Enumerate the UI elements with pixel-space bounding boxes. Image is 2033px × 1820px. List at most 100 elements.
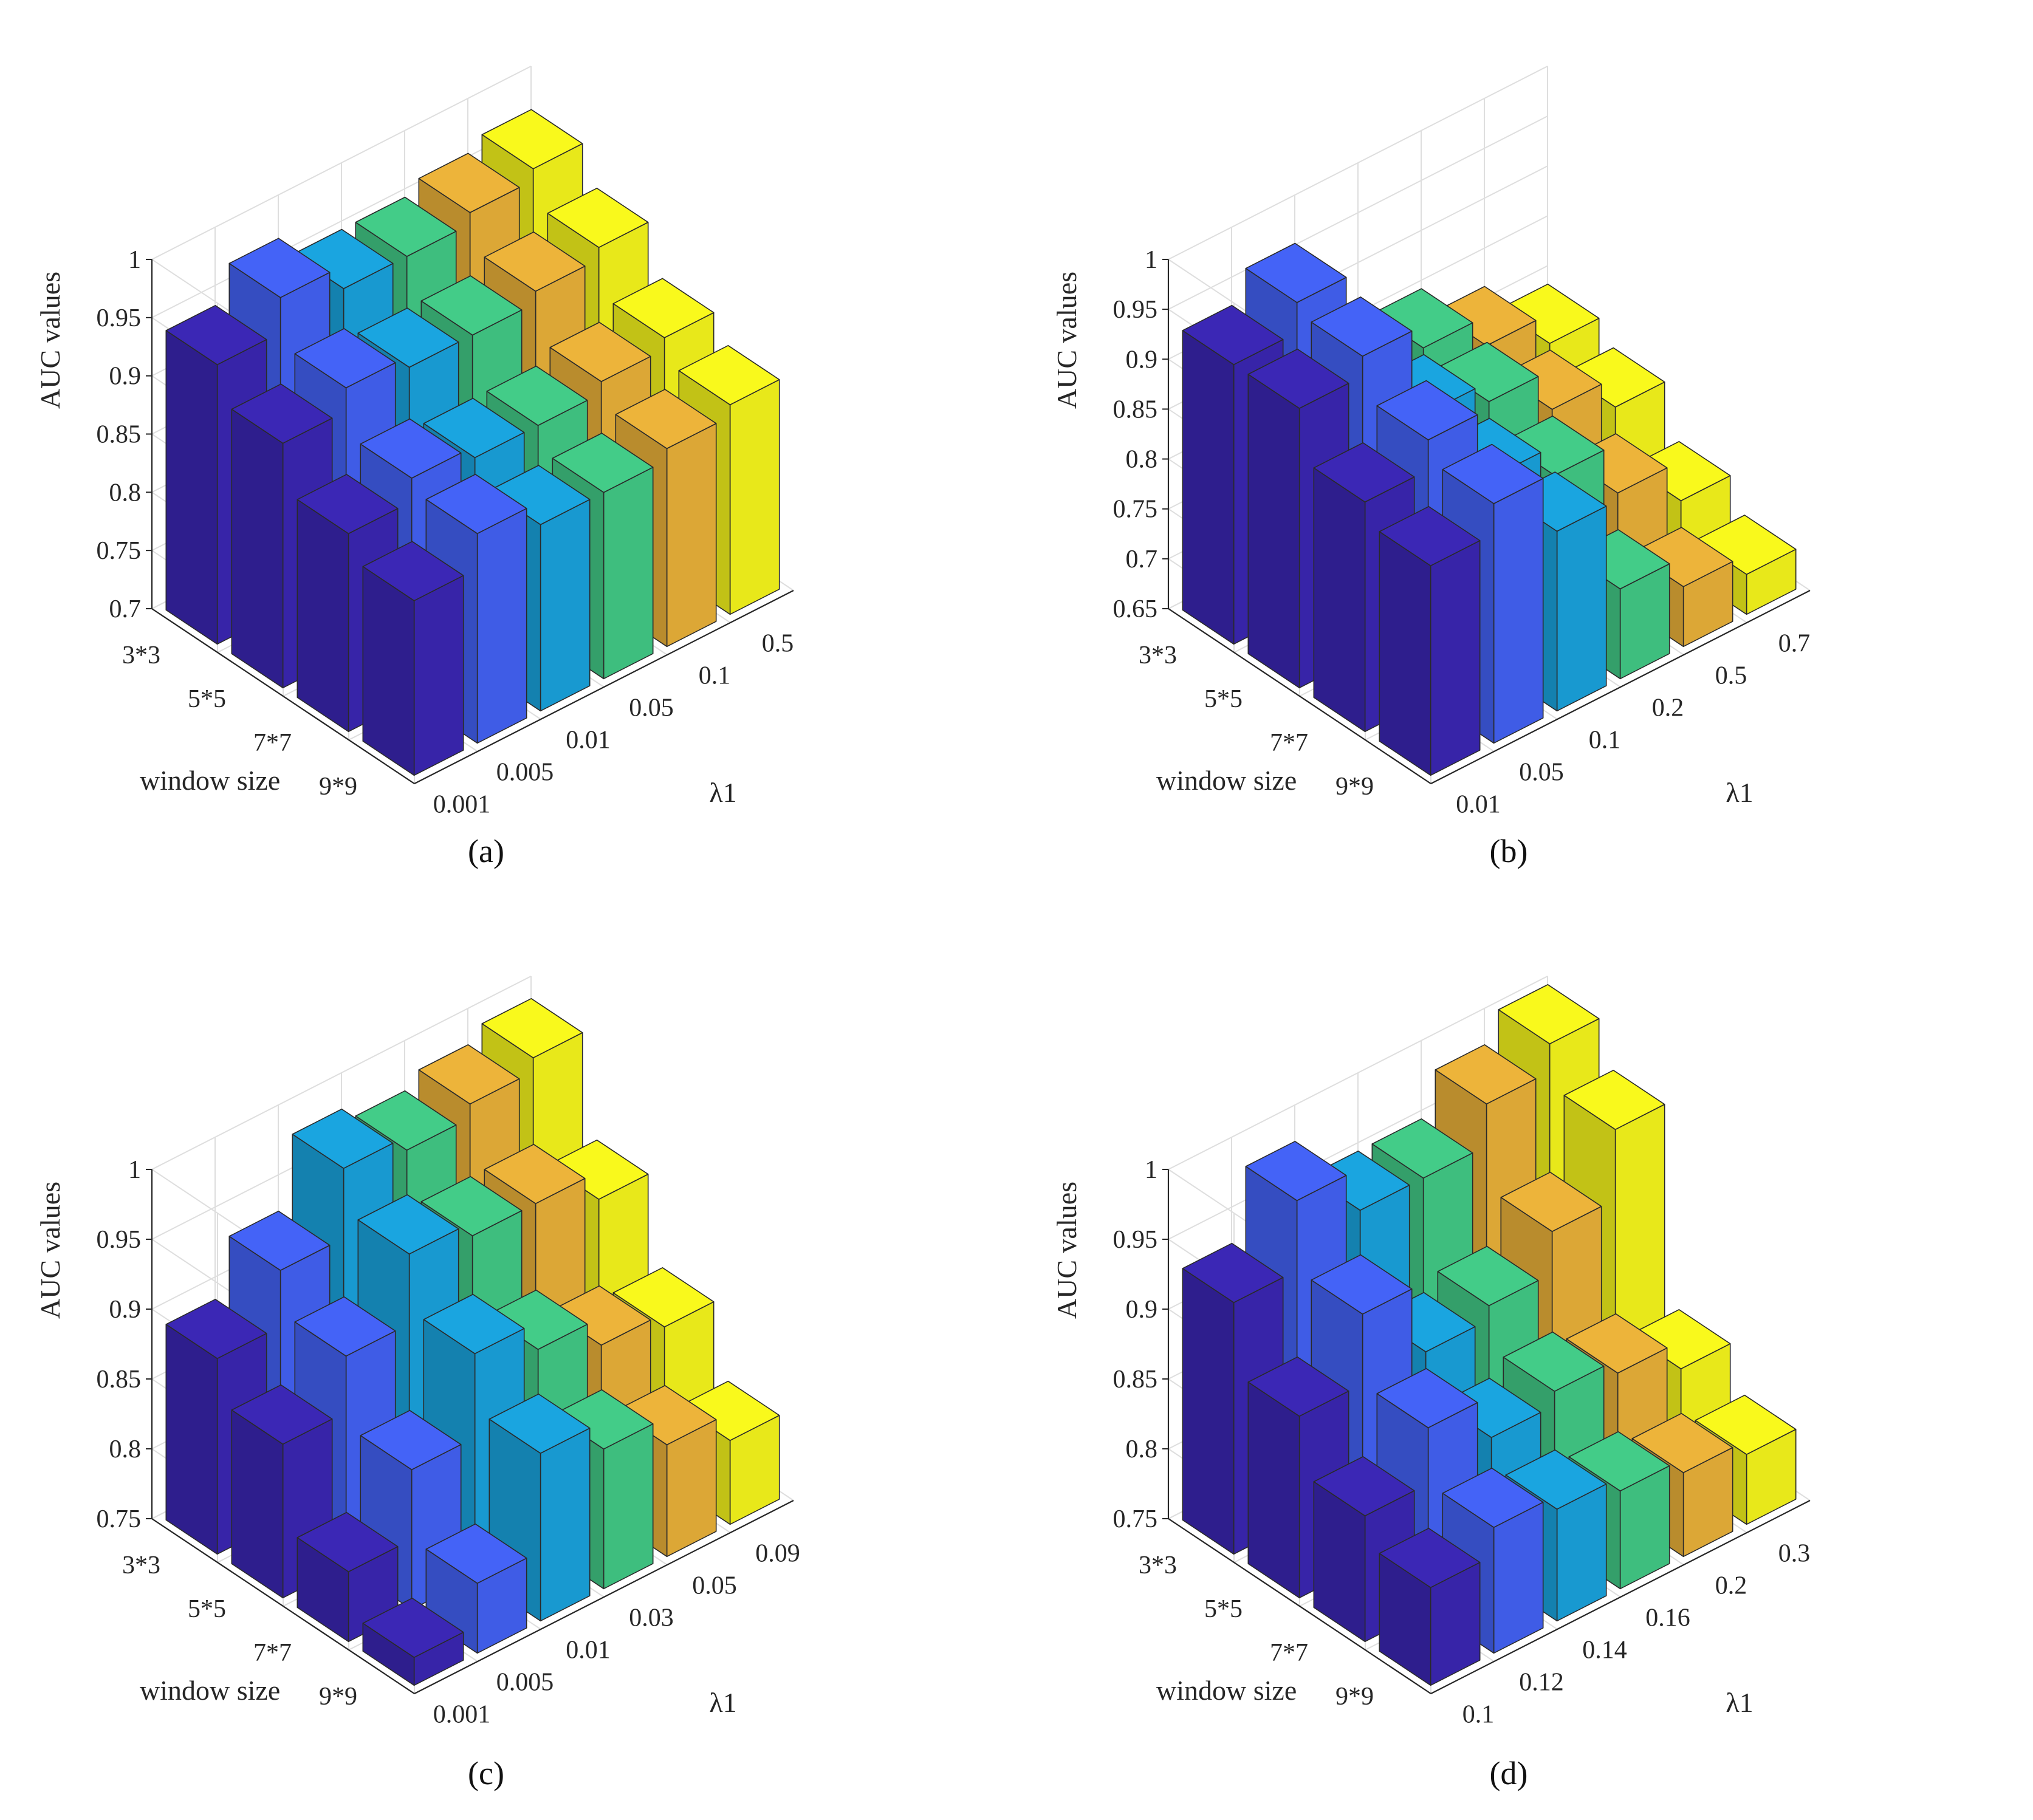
z-tick-label: 1	[128, 1156, 141, 1184]
window-tick-label: 7*7	[1270, 729, 1308, 757]
lambda-tick-label: 0.05	[629, 694, 674, 722]
bars-c	[165, 998, 780, 1686]
bar	[362, 541, 464, 776]
z-tick-label: 0.95	[97, 304, 142, 332]
lambda-tick-label: 0.03	[629, 1604, 674, 1632]
bars-b	[1182, 242, 1797, 776]
lambda-axis-label: λ1	[709, 1687, 736, 1718]
lambda-tick-label: 0.7	[1778, 630, 1811, 658]
window-axis-label: window size	[1156, 1675, 1297, 1706]
z-axis-label: AUC values	[1051, 1182, 1082, 1319]
window-tick-label: 5*5	[188, 685, 226, 713]
z-tick-label: 0.65	[1113, 595, 1158, 623]
window-tick-label: 3*3	[122, 641, 160, 669]
lambda-tick-label: 0.09	[755, 1540, 800, 1568]
window-tick-label: 9*9	[1335, 773, 1374, 801]
window-tick-label: 9*9	[1335, 1683, 1374, 1711]
z-tick-label: 1	[128, 246, 141, 274]
window-tick-label: 3*3	[122, 1551, 160, 1579]
lambda-tick-label: 0.1	[1589, 727, 1621, 754]
lambda-tick-label: 0.005	[496, 1669, 554, 1697]
z-tick-label: 0.9	[109, 1296, 142, 1324]
z-tick-label: 0.8	[1126, 1435, 1158, 1463]
lambda-tick-label: 0.01	[566, 727, 611, 754]
lambda-tick-label: 0.005	[496, 759, 554, 787]
window-axis-label: window size	[140, 765, 280, 796]
lambda-axis-label: λ1	[1726, 777, 1753, 808]
bar3d-chart-b: 0.65 0.7 0.75 0.8 0.85 0.9 0.95 1 3*3 5*5 7*7 9*9 0.…	[1051, 66, 1811, 819]
z-tick-label: 0.7	[109, 595, 142, 623]
window-axis-label: window size	[140, 1675, 280, 1706]
window-tick-label: 7*7	[253, 1639, 292, 1667]
bars-d	[1182, 984, 1797, 1686]
z-tick-label: 0.8	[109, 479, 142, 507]
caption-b: (b)	[1489, 833, 1528, 869]
window-tick-label: 9*9	[319, 773, 357, 801]
lambda-tick-label: 0.05	[692, 1572, 737, 1600]
z-tick-label: 0.85	[97, 1366, 142, 1394]
bar3d-chart-a: 0.70.750.80.850.90.9513*35*57*79*90.0010…	[35, 66, 794, 819]
axes-c: 0.75 0.8 0.85 0.9 0.95 1 3*3 5*5 7*7 9*9 0.0010.00…	[35, 1156, 800, 1729]
subplot-c: 0.75 0.8 0.85 0.9 0.95 1 3*3 5*5 7*7 9*9 0.001 0.00…	[0, 910, 1017, 1820]
lambda-tick-label: 0.2	[1652, 694, 1684, 722]
window-tick-label: 7*7	[253, 729, 292, 757]
bar3d-chart-c: 0.75 0.8 0.85 0.9 0.95 1 3*3 5*5 7*7 9*9 0.0010.00…	[35, 976, 800, 1729]
z-axis-label: AUC values	[35, 272, 66, 409]
bar	[362, 1598, 464, 1686]
bar3d-chart-d: 0.75 0.8 0.85 0.9 0.95 1 3*3 5*5 7*7 9*9 0.1 0.12 0.…	[1051, 976, 1811, 1729]
z-tick-label: 0.75	[97, 537, 142, 565]
lambda-tick-label: 0.1	[699, 662, 731, 690]
z-tick-label: 0.95	[1113, 1226, 1158, 1254]
subplot-a: 0.7 0.75 0.8 0.85 0.9 0.95 1 3*3 5*5 7*7 9*9 0.001 0…	[0, 0, 1017, 910]
z-axis-label: AUC values	[35, 1182, 66, 1319]
z-tick-label: 0.85	[97, 421, 142, 449]
axes-a: 0.70.750.80.850.90.9513*35*57*79*90.0010…	[35, 246, 794, 819]
lambda-tick-label: 0.001	[433, 791, 491, 819]
window-tick-label: 5*5	[1204, 1595, 1243, 1623]
lambda-tick-label: 0.16	[1645, 1604, 1690, 1632]
lambda-tick-label: 0.01	[1456, 791, 1501, 819]
axes-d: 0.75 0.8 0.85 0.9 0.95 1 3*3 5*5 7*7 9*9 0.1 0.12 0.…	[1051, 1156, 1811, 1729]
window-tick-label: 3*3	[1139, 641, 1177, 669]
lambda-tick-label: 0.2	[1715, 1572, 1747, 1600]
bars-a	[165, 109, 780, 776]
lambda-tick-label: 0.5	[1715, 662, 1747, 690]
z-tick-label: 0.9	[1126, 346, 1158, 374]
z-tick-label: 0.8	[1126, 446, 1158, 474]
window-tick-label: 5*5	[1204, 685, 1243, 713]
lambda-axis-label: λ1	[709, 777, 736, 808]
z-tick-label: 0.85	[1113, 395, 1158, 423]
z-tick-label: 0.9	[1126, 1296, 1158, 1324]
subplot-d: 0.75 0.8 0.85 0.9 0.95 1 3*3 5*5 7*7 9*9 0.1 0.12 0.…	[1017, 910, 2033, 1820]
window-tick-label: 5*5	[188, 1595, 226, 1623]
lambda-tick-label: 0.01	[566, 1637, 611, 1664]
lambda-tick-label: 0.3	[1778, 1540, 1811, 1568]
caption-c: (c)	[468, 1755, 504, 1791]
z-axis-label: AUC values	[1051, 272, 1082, 409]
z-tick-label: 1	[1145, 1156, 1157, 1184]
lambda-tick-label: 0.001	[433, 1701, 491, 1729]
bar	[1379, 1527, 1481, 1686]
z-tick-label: 0.95	[97, 1226, 142, 1254]
z-tick-label: 0.75	[97, 1505, 142, 1533]
caption-a: (a)	[468, 833, 504, 869]
subplot-b: 0.65 0.7 0.75 0.8 0.85 0.9 0.95 1 3*3 5*5 7*7 9*9 0.…	[1017, 0, 2033, 910]
window-tick-label: 9*9	[319, 1683, 357, 1711]
axes-b: 0.65 0.7 0.75 0.8 0.85 0.9 0.95 1 3*3 5*5 7*7 9*9 0.…	[1051, 246, 1811, 819]
lambda-axis-label: λ1	[1726, 1687, 1753, 1718]
lambda-tick-label: 0.5	[762, 630, 794, 658]
z-tick-label: 0.7	[1126, 546, 1158, 573]
z-tick-label: 0.8	[109, 1435, 142, 1463]
z-tick-label: 0.85	[1113, 1366, 1158, 1394]
window-axis-label: window size	[1156, 765, 1297, 796]
caption-d: (d)	[1489, 1755, 1528, 1791]
lambda-tick-label: 0.14	[1582, 1637, 1627, 1664]
z-tick-label: 0.75	[1113, 496, 1158, 524]
z-tick-label: 0.9	[109, 363, 142, 391]
z-tick-label: 0.75	[1113, 1505, 1158, 1533]
window-tick-label: 3*3	[1139, 1551, 1177, 1579]
z-tick-label: 1	[1145, 246, 1157, 274]
lambda-tick-label: 0.12	[1519, 1669, 1564, 1697]
bar	[1379, 505, 1481, 776]
